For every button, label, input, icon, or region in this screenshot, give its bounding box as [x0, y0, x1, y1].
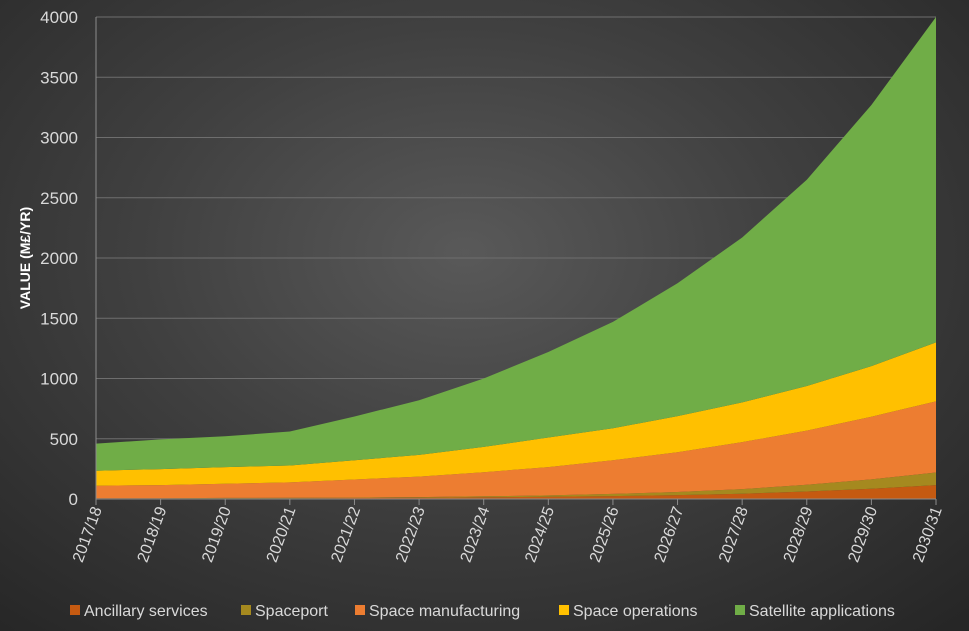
- y-tick-label: 3000: [40, 129, 78, 148]
- y-tick-label: 1000: [40, 370, 78, 389]
- x-tick-label: 2027/28: [716, 504, 752, 564]
- y-tick-label: 2000: [40, 249, 78, 268]
- y-tick-label: 500: [50, 430, 78, 449]
- plot-areas: [96, 17, 936, 499]
- legend-label: Space manufacturing: [369, 603, 520, 620]
- legend-swatch: [355, 605, 365, 615]
- x-tick-label: 2021/22: [328, 504, 364, 564]
- area-space-manufacturing: [96, 401, 936, 499]
- legend-swatch: [735, 605, 745, 615]
- legend-label: Spaceport: [255, 603, 328, 620]
- legend-label: Ancillary services: [84, 603, 208, 620]
- legend-label: Satellite applications: [749, 603, 895, 620]
- y-axis-title: VALUE (M£/YR): [17, 207, 33, 309]
- x-tick-label: 2017/18: [70, 504, 106, 564]
- y-tick-label: 4000: [40, 8, 78, 27]
- legend-swatch: [559, 605, 569, 615]
- x-tick-label: 2024/25: [522, 504, 558, 564]
- area-satellite-applications: [96, 17, 936, 471]
- y-tick-label: 0: [69, 490, 78, 509]
- x-tick-label: 2029/30: [845, 504, 881, 564]
- x-tick-label: 2028/29: [781, 504, 817, 564]
- y-tick-label: 1500: [40, 309, 78, 328]
- y-tick-label: 3500: [40, 68, 78, 87]
- area-ancillary-services: [96, 485, 936, 499]
- x-tick-label: 2020/21: [264, 504, 300, 564]
- y-tick-label: 2500: [40, 189, 78, 208]
- x-tick-label: 2025/26: [587, 504, 623, 564]
- area-spaceport: [96, 472, 936, 499]
- area-space-operations: [96, 342, 936, 486]
- legend-swatch: [70, 605, 80, 615]
- x-tick-label: 2022/23: [393, 504, 429, 564]
- legend: Ancillary services Spaceport Space manufac…: [70, 603, 895, 620]
- x-tick-label: 2026/27: [652, 504, 688, 564]
- x-tick-label: 2018/19: [135, 504, 171, 564]
- x-tick-label: 2023/24: [458, 504, 494, 564]
- x-tick-label: 2019/20: [199, 504, 235, 564]
- legend-swatch: [241, 605, 251, 615]
- legend-label: Space operations: [573, 603, 698, 620]
- x-tick-label: 2030/31: [910, 504, 946, 564]
